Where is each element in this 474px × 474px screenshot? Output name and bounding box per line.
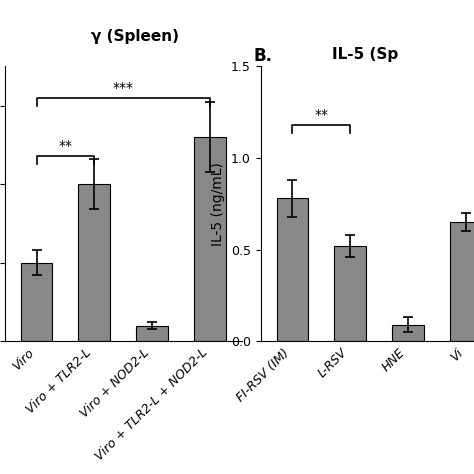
- Text: **: **: [314, 108, 328, 122]
- Y-axis label: IL-5 (ng/mL): IL-5 (ng/mL): [211, 162, 226, 246]
- Text: γ (Spleen): γ (Spleen): [91, 29, 179, 45]
- Text: ***: ***: [113, 81, 134, 95]
- Bar: [78, 184, 110, 341]
- Bar: [277, 198, 309, 341]
- Text: B.: B.: [254, 47, 273, 65]
- Text: **: **: [58, 139, 73, 153]
- Bar: [21, 263, 53, 341]
- Bar: [392, 325, 424, 341]
- Bar: [194, 137, 226, 341]
- Bar: [450, 222, 474, 341]
- Bar: [334, 246, 366, 341]
- Text: IL-5 (Sp: IL-5 (Sp: [332, 47, 398, 63]
- Bar: [136, 326, 168, 341]
